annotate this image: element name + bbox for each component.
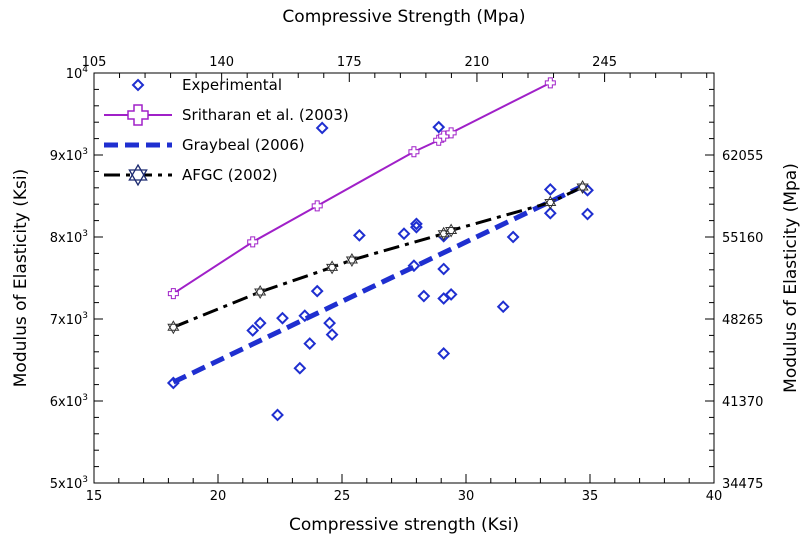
- legend-label: Experimental: [182, 76, 282, 94]
- y-tick-label: 6x103: [50, 393, 88, 410]
- y-tick-label: 7x103: [50, 311, 88, 328]
- data-point: [293, 361, 307, 375]
- y2-axis-ticks: 34475 41370 48265 55160 62055: [705, 72, 763, 492]
- data-point: [253, 316, 267, 330]
- data-point: [496, 300, 510, 314]
- x-axis-title: Compressive strength (Ksi): [289, 515, 519, 535]
- x2-tick-label: 210: [465, 55, 490, 70]
- x-tick-label: 25: [334, 489, 351, 504]
- data-point: [581, 207, 594, 221]
- x2-tick-label: 175: [337, 55, 362, 70]
- x-tick-label: 30: [458, 489, 475, 504]
- y-tick-label: 104: [66, 65, 89, 82]
- x-tick-label: 35: [582, 489, 599, 504]
- data-point: [345, 256, 358, 267]
- legend-item: AFGC (2002): [104, 163, 278, 187]
- y2-tick-label: 34475: [722, 477, 763, 492]
- data-point: [437, 262, 451, 276]
- data-point: [437, 230, 450, 241]
- data-point: [397, 227, 411, 241]
- series-line: [172, 183, 584, 385]
- series-2: [172, 183, 584, 385]
- y2-tick-label: 48265: [722, 313, 763, 328]
- legend: Experimental Sritharan et al. (2003) Grayb…: [104, 76, 349, 187]
- legend-label: Sritharan et al. (2003): [182, 106, 349, 124]
- data-point: [417, 289, 431, 303]
- data-point: [409, 217, 423, 231]
- y2-tick-label: 41370: [722, 395, 763, 410]
- data-point: [310, 284, 324, 298]
- y-tick-label: 8x103: [50, 229, 88, 246]
- data-point: [437, 292, 451, 305]
- data-point: [444, 287, 458, 301]
- data-point: [506, 230, 520, 244]
- data-point: [437, 347, 451, 360]
- x2-axis-ticks: 105 140 175 210 245: [82, 55, 708, 82]
- data-point: [408, 146, 420, 158]
- series-3: [167, 179, 589, 335]
- series-layer: [166, 77, 594, 422]
- data-point: [544, 77, 556, 89]
- data-point: [576, 183, 589, 194]
- data-point: [254, 288, 267, 299]
- data-point: [325, 328, 339, 341]
- y2-axis-title: Modulus of Elasticity (Mpa): [781, 163, 801, 393]
- plot-area: [93, 72, 715, 484]
- x2-tick-label: 245: [592, 55, 617, 70]
- data-point: [326, 263, 339, 275]
- legend-marker: [128, 169, 148, 187]
- data-point: [409, 220, 423, 234]
- data-point: [543, 206, 557, 220]
- x-axis-ticks: 15 20 25 30 35 40: [86, 474, 723, 504]
- y-tick-label: 5x103: [50, 475, 88, 492]
- y2-tick-label: 62055: [722, 149, 763, 164]
- data-point: [543, 183, 557, 196]
- legend-item: Sritharan et al. (2003): [104, 104, 349, 126]
- data-point: [303, 337, 317, 351]
- x2-tick-label: 140: [209, 55, 234, 70]
- data-point: [407, 259, 421, 273]
- data-point: [247, 236, 259, 248]
- x2-axis-title: Compressive Strength (Mpa): [282, 7, 525, 27]
- data-point: [167, 323, 180, 335]
- data-point: [544, 199, 557, 210]
- y-axis-title: Modulus of Elasticity (Ksi): [11, 169, 31, 388]
- data-point: [445, 127, 457, 139]
- data-point: [445, 226, 458, 238]
- legend-item: Experimental: [131, 76, 282, 94]
- series-line: [172, 185, 584, 329]
- x-tick-label: 40: [706, 489, 723, 504]
- data-point: [246, 324, 260, 337]
- data-point: [271, 408, 284, 422]
- series-0: [166, 120, 594, 422]
- y-tick-label: 9x103: [50, 147, 88, 164]
- x-tick-label: 15: [86, 489, 103, 504]
- legend-marker: [127, 104, 149, 126]
- data-point: [167, 288, 179, 300]
- legend-item: Graybeal (2006): [104, 136, 305, 154]
- x2-tick-label: 105: [82, 55, 107, 70]
- data-point: [276, 311, 289, 325]
- legend-label: AFGC (2002): [182, 166, 278, 184]
- y-axis-ticks: 5x103 6x103 7x103 8x103 9x103 104: [50, 65, 103, 492]
- x-tick-label: 20: [210, 489, 227, 504]
- legend-marker: [131, 78, 145, 92]
- data-point: [315, 121, 329, 135]
- data-point: [432, 120, 446, 134]
- data-point: [311, 200, 323, 212]
- data-point: [298, 309, 312, 323]
- legend-label: Graybeal (2006): [182, 136, 305, 154]
- data-point: [323, 316, 337, 330]
- series-1: [167, 77, 556, 300]
- data-point: [352, 228, 366, 242]
- y2-tick-label: 55160: [722, 231, 763, 246]
